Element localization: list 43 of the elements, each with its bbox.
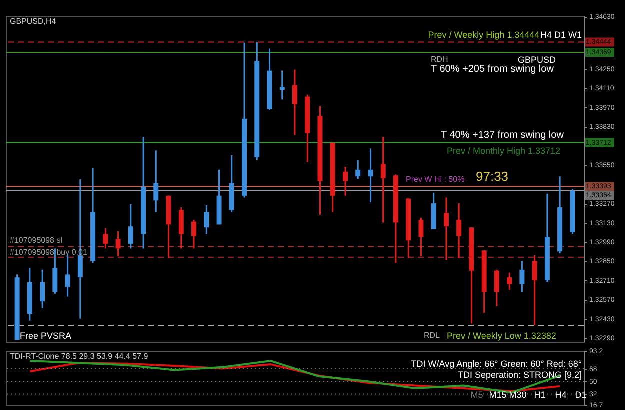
- annotation: T 60% +205 from swing low: [431, 64, 555, 75]
- chart-title: GBPUSD,H4: [10, 17, 57, 26]
- annotation: M30: [509, 390, 527, 400]
- chart-title: TDI-RT-Clone 78.5 29.3 53.9 44.4 57.9: [10, 352, 149, 361]
- annotation: T 40% +137 from swing low: [441, 130, 565, 141]
- annotation: D1: [575, 390, 587, 400]
- annotation: H4: [555, 390, 567, 400]
- annotation: RDH: [431, 55, 449, 64]
- annotation: RDL: [424, 331, 441, 340]
- candlestick: [154, 150, 159, 213]
- candlestick: [456, 202, 462, 260]
- candlestick: [520, 260, 525, 293]
- annotation: #107095098 sl: [10, 236, 63, 245]
- candlestick: [342, 166, 348, 197]
- annotation: Prev / Monthly High 1.33712: [447, 146, 561, 156]
- annotation: H1: [534, 390, 546, 400]
- candlestick: [368, 148, 374, 204]
- candlestick: [116, 230, 121, 258]
- candlestick: [40, 269, 46, 310]
- annotation: TDI Seperation: STRONG [9.2]: [458, 370, 582, 380]
- candlestick: [204, 204, 210, 236]
- candlestick: [418, 217, 424, 258]
- candlestick: [494, 269, 500, 308]
- candlestick: [292, 69, 298, 136]
- annotation: M15: [489, 390, 507, 400]
- candlestick: [192, 219, 197, 250]
- annotation: Prev / Weekly High 1.34444: [428, 30, 540, 40]
- candlestick: [280, 70, 285, 100]
- annotation: Prev W Hi : 50%: [406, 175, 465, 184]
- annotation: H4 D1 W1: [540, 30, 582, 40]
- candlestick: [128, 204, 134, 250]
- annotation: Free PVSRA: [20, 331, 72, 341]
- candlestick: [507, 272, 512, 291]
- annotation: M5: [470, 390, 484, 400]
- annotation: Prev / Weekly Low 1.32382: [447, 331, 556, 341]
- annotation: GBPUSD: [518, 55, 557, 65]
- candlestick: [356, 160, 361, 180]
- annotation: TDI W/Avg Angle: 66° Green: 60° Red: 68°: [411, 359, 582, 369]
- candlestick: [532, 254, 538, 326]
- candlestick: [380, 136, 386, 224]
- candlestick: [103, 228, 108, 250]
- candlestick: [444, 197, 449, 262]
- annotation: 97:33: [476, 169, 509, 184]
